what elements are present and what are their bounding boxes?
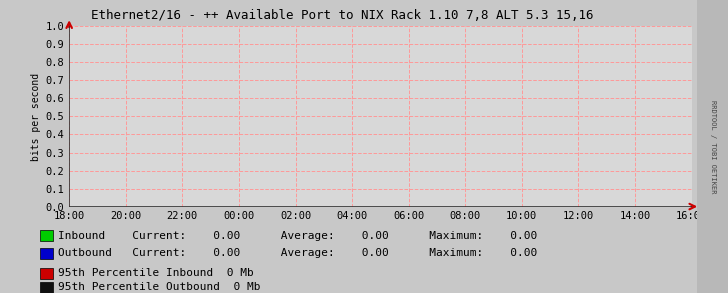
Text: Ethernet2/16 - ++ Available Port to NIX Rack 1.10 7,8 ALT 5.3 15,16: Ethernet2/16 - ++ Available Port to NIX … <box>91 9 593 22</box>
Text: Inbound    Current:    0.00      Average:    0.00      Maximum:    0.00: Inbound Current: 0.00 Average: 0.00 Maxi… <box>58 231 537 241</box>
Y-axis label: bits per second: bits per second <box>31 72 41 161</box>
Text: 95th Percentile Inbound  0 Mb: 95th Percentile Inbound 0 Mb <box>58 268 253 278</box>
Text: RRDTOOL / TOBI OETIKER: RRDTOOL / TOBI OETIKER <box>710 100 716 193</box>
Text: 95th Percentile Outbound  0 Mb: 95th Percentile Outbound 0 Mb <box>58 282 260 292</box>
Text: Outbound   Current:    0.00      Average:    0.00      Maximum:    0.00: Outbound Current: 0.00 Average: 0.00 Max… <box>58 248 537 258</box>
